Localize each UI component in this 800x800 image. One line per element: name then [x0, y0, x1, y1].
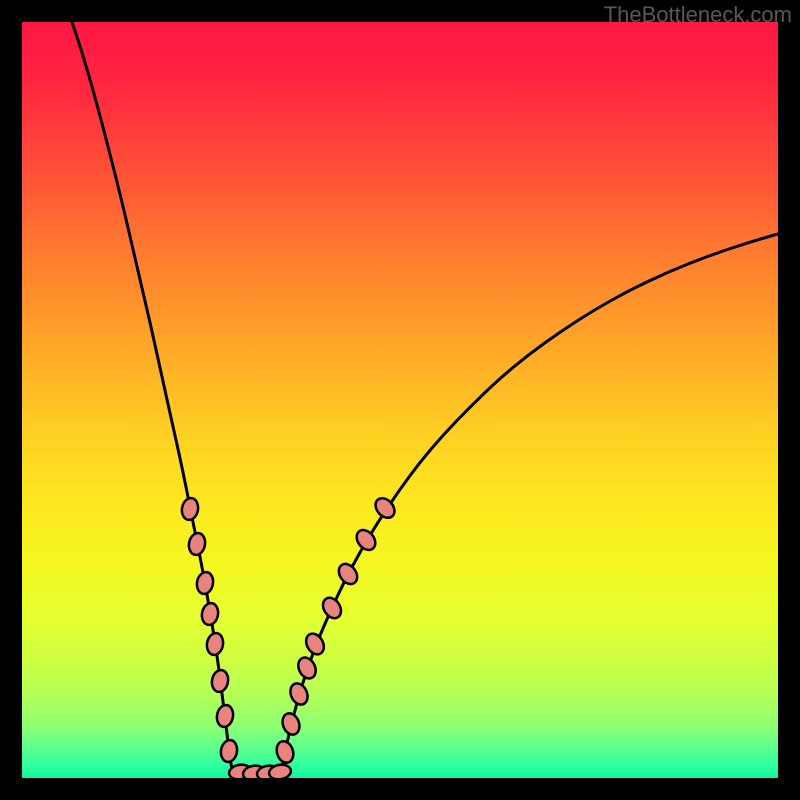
curve-marker [287, 681, 311, 708]
curve-marker [219, 739, 239, 763]
bottleneck-chart [22, 22, 778, 778]
curve-marker [353, 526, 379, 553]
curve-marker [195, 571, 215, 595]
curve-marker [303, 630, 328, 657]
curve-marker [187, 532, 207, 556]
chart-curves-layer [22, 22, 778, 778]
curve-marker [205, 632, 225, 656]
curve-marker [335, 560, 361, 587]
bottleneck-curve [72, 22, 778, 778]
curve-marker [319, 594, 344, 621]
watermark-text: TheBottleneck.com [604, 2, 792, 28]
curve-marker [274, 739, 296, 765]
curve-marker [180, 497, 200, 521]
curve-marker [215, 704, 235, 728]
curve-marker [295, 655, 319, 682]
curve-marker [200, 602, 220, 626]
curve-marker [280, 711, 303, 737]
curve-marker [210, 669, 230, 693]
